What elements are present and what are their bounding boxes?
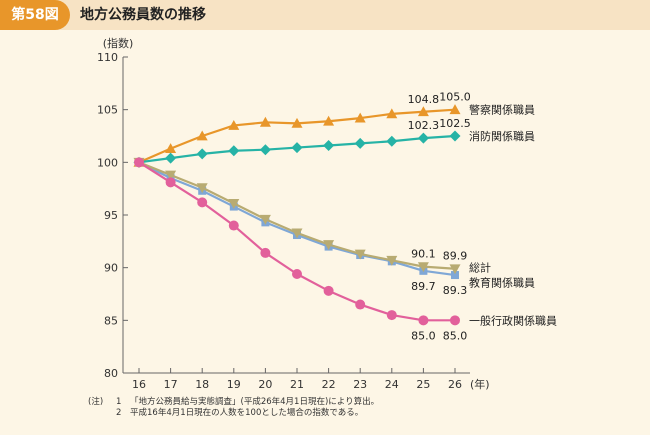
data-label: 104.8: [408, 93, 440, 106]
data-point: [165, 143, 177, 154]
y-tick-label: 95: [104, 209, 118, 222]
data-point: [417, 132, 429, 144]
x-tick-label: 18: [195, 378, 209, 391]
data-point: [354, 249, 366, 260]
data-point: [418, 315, 429, 326]
data-point: [417, 262, 429, 273]
y-tick-label: 85: [104, 314, 118, 327]
footnote-number: 1: [116, 397, 122, 407]
data-label: 89.9: [443, 250, 468, 263]
data-label: 105.0: [439, 91, 471, 104]
x-tick-label: 16: [132, 378, 146, 391]
data-point: [450, 315, 460, 326]
x-axis-unit: (年): [470, 377, 490, 391]
legend-label: 消防関係職員: [469, 129, 535, 143]
data-label: 102.5: [439, 117, 471, 130]
x-tick-label: 22: [322, 378, 336, 391]
x-tick-label: 26: [448, 378, 462, 391]
data-point: [354, 137, 366, 149]
data-point: [228, 220, 239, 231]
data-point: [196, 183, 208, 194]
data-label: 85.0: [411, 329, 436, 342]
data-point: [354, 112, 366, 123]
footnote-text: 「地方公務員給与実態調査」(平成26年4月1日現在)により算出。: [130, 397, 380, 407]
data-point: [386, 255, 398, 266]
x-tick-label: 24: [385, 378, 399, 391]
data-point: [197, 197, 208, 208]
data-point: [323, 115, 335, 126]
data-point: [323, 139, 335, 151]
y-axis-label: (指数): [103, 36, 134, 50]
data-point: [228, 119, 240, 130]
data-point: [134, 157, 144, 168]
data-point: [228, 199, 240, 209]
data-point: [323, 285, 334, 296]
x-tick-label: 25: [416, 378, 430, 391]
footnote-2: 2 平成16年4月1日現在の人数を100とした場合の指数である。: [88, 408, 379, 419]
series-line: [138, 161, 456, 277]
data-point: [291, 117, 303, 128]
data-point: [386, 310, 397, 321]
data-label: 85.0: [443, 329, 468, 342]
data-point: [228, 145, 240, 157]
data-point: [449, 104, 461, 115]
data-point: [259, 214, 271, 225]
legend-label: 総計: [469, 261, 491, 275]
data-point: [165, 170, 177, 181]
footnote-number: 2: [116, 408, 122, 418]
x-tick-label: 21: [290, 378, 304, 391]
data-point: [292, 268, 302, 279]
data-point: [165, 152, 177, 164]
y-tick-label: 110: [97, 51, 118, 64]
data-point: [259, 144, 271, 156]
data-point: [260, 247, 271, 258]
data-label: 89.3: [443, 284, 468, 297]
footnote-label: (注): [88, 397, 104, 407]
y-tick-label: 105: [97, 104, 118, 117]
x-tick-label: 17: [164, 378, 178, 391]
legend-label: 一般行政関係職員: [469, 313, 557, 327]
data-point: [386, 135, 398, 147]
x-tick-label: 20: [258, 378, 272, 391]
legend-label: 警察関係職員: [469, 103, 535, 117]
x-tick-label: 23: [353, 378, 367, 391]
y-tick-label: 100: [97, 156, 118, 169]
footnote-1: (注) 1 「地方公務員給与実態調査」(平成26年4月1日現在)により算出。: [88, 397, 379, 408]
series-line: [138, 161, 455, 322]
data-label: 90.1: [411, 248, 436, 261]
data-point: [449, 130, 461, 142]
figure-number-badge: 第58図: [0, 0, 70, 30]
data-point: [291, 228, 303, 239]
data-point: [196, 130, 208, 141]
footnote-text: 平成16年4月1日現在の人数を100とした場合の指数である。: [130, 408, 364, 418]
data-point: [417, 106, 429, 117]
data-point: [355, 299, 366, 310]
data-point: [386, 108, 398, 119]
series-line: [138, 161, 456, 270]
data-point: [259, 116, 271, 127]
data-point: [165, 177, 176, 188]
y-tick-label: 90: [104, 262, 118, 275]
data-point: [196, 148, 208, 160]
data-point: [291, 142, 303, 154]
x-tick-label: 19: [227, 378, 241, 391]
data-point: [451, 271, 459, 280]
y-tick-label: 80: [104, 367, 118, 380]
series-line: [138, 108, 456, 164]
data-label: 89.7: [411, 280, 436, 293]
footnotes: (注) 1 「地方公務員給与実態調査」(平成26年4月1日現在)により算出。 2 平成…: [88, 397, 379, 419]
header-bar: 第58図 地方公務員数の推移: [0, 0, 650, 30]
data-point: [323, 240, 335, 250]
legend-label: 教育関係職員: [469, 275, 535, 289]
data-point: [449, 264, 461, 275]
chart-title: 地方公務員数の推移: [80, 7, 206, 23]
data-label: 102.3: [408, 119, 440, 132]
